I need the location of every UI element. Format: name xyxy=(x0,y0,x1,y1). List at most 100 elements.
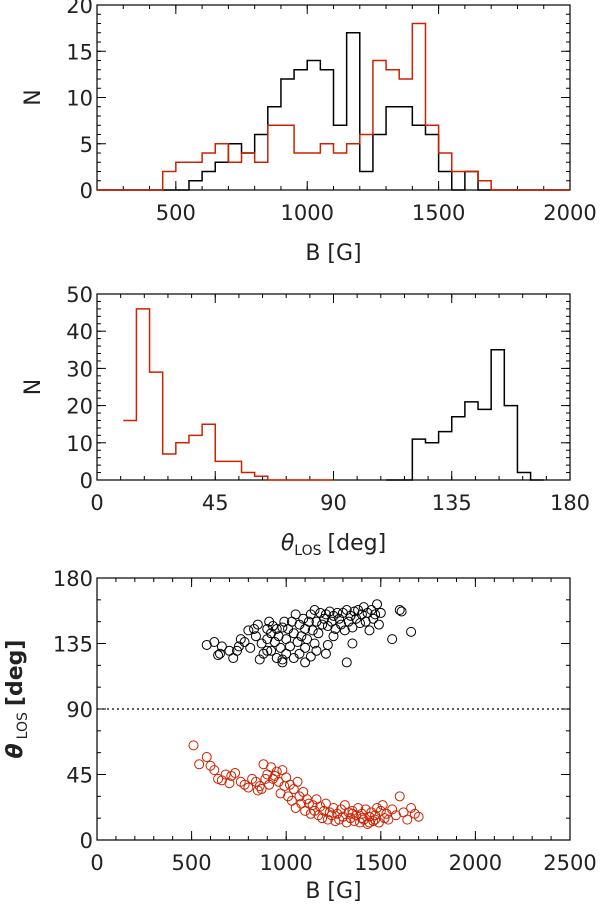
x-tick-label: 1000 xyxy=(280,201,333,225)
scatter-point-black xyxy=(347,622,358,633)
scatter-point-red xyxy=(292,776,303,787)
scatter-point-red xyxy=(279,781,290,792)
x-tick-label: 90 xyxy=(320,491,347,515)
scatter-point-black xyxy=(334,613,345,624)
scatter-point-red xyxy=(307,800,318,811)
scatter-point-red xyxy=(290,802,301,813)
y-tick-label: 5 xyxy=(80,133,93,157)
scatter-point-black xyxy=(341,605,352,616)
scatter-point-red xyxy=(224,778,235,789)
y-tick-label: 135 xyxy=(53,633,93,657)
scatter-point-black xyxy=(332,607,343,618)
scatter-point-red xyxy=(320,798,331,809)
y-tick-label: 20 xyxy=(66,0,93,18)
scatter-point-red xyxy=(226,770,237,781)
scatter-point-red xyxy=(370,814,381,825)
scatter-point-black xyxy=(290,609,301,620)
scatter-point-black xyxy=(309,638,320,649)
scatter-point-black xyxy=(235,634,246,645)
scatter-point-red xyxy=(230,768,241,779)
scatter-point-black xyxy=(387,634,398,645)
scatter-point-black xyxy=(232,645,243,656)
scatter-point-red xyxy=(266,762,277,773)
scatter-point-black xyxy=(269,637,280,648)
scatter-point-black xyxy=(372,599,383,610)
y-tick-label: 90 xyxy=(66,698,93,722)
scatter-point-black xyxy=(277,622,288,633)
scatter-point-black xyxy=(271,623,282,634)
y-tick-label: 0 xyxy=(80,829,93,853)
scatter-point-red xyxy=(383,814,394,825)
x-tick-label: 180 xyxy=(550,491,590,515)
scatter-point-black xyxy=(300,657,311,668)
scatter-point-red xyxy=(353,802,364,813)
scatter-point-black xyxy=(258,648,269,659)
scatter-point-black xyxy=(277,654,288,665)
x-axis-label: θLOS [deg] xyxy=(281,531,386,559)
y-axis-label-subscript: LOS xyxy=(15,712,31,739)
x-tick-label: 45 xyxy=(202,491,229,515)
y-axis-label: N xyxy=(21,89,46,105)
scatter-point-red xyxy=(349,816,360,827)
x-tick-label: 2000 xyxy=(543,201,596,225)
x-axis-label-subscript: LOS xyxy=(294,543,321,559)
scatter-point-black xyxy=(341,657,352,668)
scatter-point-black xyxy=(315,607,326,618)
x-tick-label: 1000 xyxy=(259,851,312,875)
y-tick-label: 50 xyxy=(66,283,93,307)
y-axis-label: N xyxy=(21,379,46,395)
scatter-point-black xyxy=(216,641,227,652)
scatter-point-black xyxy=(364,625,375,636)
scatter-point-black xyxy=(262,634,273,645)
scatter-point-red xyxy=(394,791,405,802)
scatter-point-red xyxy=(239,779,250,790)
scatter-point-black xyxy=(298,613,309,624)
histogram-red-series-1 xyxy=(97,22,570,191)
x-tick-label: 0 xyxy=(90,851,103,875)
scatter-point-red xyxy=(347,808,358,819)
scatter-point-black xyxy=(373,619,384,630)
histogram-black-series-2 xyxy=(386,349,544,481)
scatter-point-black xyxy=(300,642,311,653)
x-tick-label: 135 xyxy=(432,491,472,515)
scatter-point-black xyxy=(368,613,379,624)
scatter-point-black xyxy=(343,616,354,627)
scatter-point-black xyxy=(267,621,278,632)
scatter-point-red xyxy=(390,810,401,821)
scatter-point-red xyxy=(402,814,413,825)
scatter-point-red xyxy=(264,779,275,790)
x-axis-label-unit: [deg] xyxy=(328,531,387,556)
x-tick-label: 500 xyxy=(156,201,196,225)
scatter-point-red xyxy=(328,802,339,813)
scatter-point-black xyxy=(406,626,417,637)
scatter-point-black xyxy=(328,610,339,621)
scatter-point-black xyxy=(322,639,333,650)
scatter-point-black xyxy=(394,605,405,616)
scatter-point-red xyxy=(356,813,367,824)
scatter-point-red xyxy=(406,802,417,813)
scatter-point-red xyxy=(372,802,383,813)
scatter-point-black xyxy=(250,631,261,642)
scatter-point-black xyxy=(266,645,277,656)
scatter-point-red xyxy=(364,817,375,828)
scatter-point-black xyxy=(339,625,350,636)
scatter-point-red xyxy=(256,784,267,795)
scatter-point-black xyxy=(358,602,369,613)
scatter-point-black xyxy=(288,653,299,664)
scatter-point-black xyxy=(209,637,220,648)
scatter-point-black xyxy=(317,619,328,630)
scatter-point-black xyxy=(239,637,250,648)
x-axis-label: B [G] xyxy=(305,241,361,266)
y-tick-label: 10 xyxy=(66,432,93,456)
scatter-point-black xyxy=(362,607,373,618)
y-tick-label: 0 xyxy=(80,469,93,493)
x-tick-label: 500 xyxy=(172,851,212,875)
scatter-point-red xyxy=(216,775,227,786)
y-tick-label: 0 xyxy=(80,179,93,203)
y-tick-label: 40 xyxy=(66,320,93,344)
scatter-point-black xyxy=(277,657,288,668)
scatter-point-black xyxy=(347,638,358,649)
scatter-point-red xyxy=(317,813,328,824)
scatter-point-red xyxy=(188,740,199,751)
scatter-point-red xyxy=(247,773,258,784)
